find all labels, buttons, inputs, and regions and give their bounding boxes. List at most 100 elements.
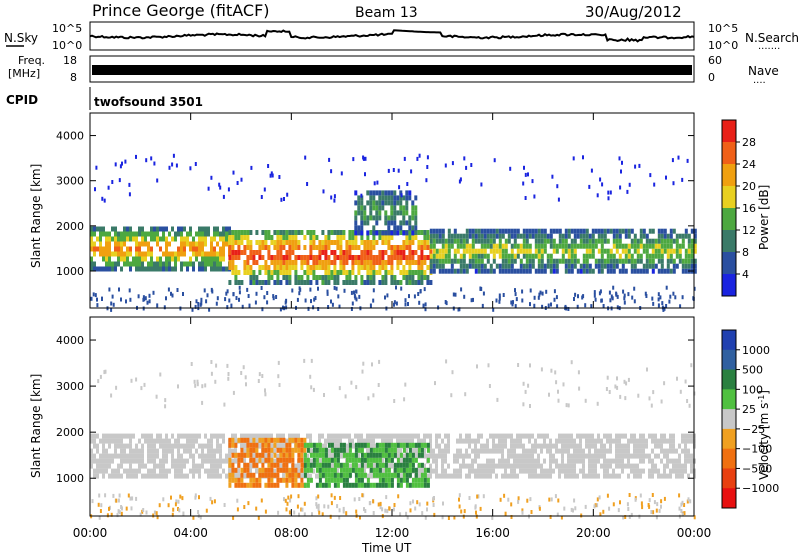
range-time-cell <box>395 285 397 290</box>
range-time-cell <box>408 220 412 226</box>
range-time-cell <box>408 442 412 448</box>
range-time-cell <box>390 482 394 488</box>
range-time-cell <box>273 260 277 265</box>
range-time-cell <box>138 266 141 272</box>
range-time-cell <box>405 230 409 236</box>
range-time-cell <box>686 499 689 504</box>
range-time-cell <box>585 453 588 459</box>
range-time-cell <box>228 260 232 265</box>
range-time-cell <box>684 458 687 464</box>
range-time-cell <box>450 233 454 239</box>
range-time-cell <box>288 275 292 280</box>
range-time-cell <box>255 447 259 453</box>
range-time-cell <box>669 473 672 479</box>
range-time-cell <box>474 458 477 464</box>
range-time-cell <box>378 457 382 463</box>
range-time-cell <box>174 261 177 267</box>
range-time-cell <box>525 238 529 244</box>
range-time-cell <box>507 453 510 459</box>
range-time-cell <box>676 376 678 381</box>
range-time-cell <box>103 198 106 203</box>
range-time-cell <box>483 238 487 244</box>
range-time-cell <box>306 442 310 448</box>
range-time-cell <box>633 433 636 439</box>
range-time-cell <box>555 438 558 444</box>
range-time-cell <box>333 452 337 458</box>
range-time-cell <box>618 228 622 234</box>
range-time-cell <box>679 389 682 394</box>
range-time-cell <box>339 245 343 250</box>
range-time-cell <box>522 263 526 269</box>
range-time-cell <box>177 468 180 474</box>
range-time-cell <box>240 457 244 463</box>
range-time-cell <box>573 228 577 234</box>
range-time-cell <box>315 447 319 453</box>
range-time-cell <box>369 433 372 439</box>
range-time-cell <box>252 482 256 488</box>
range-time-cell <box>357 472 361 478</box>
range-time-cell <box>357 438 360 444</box>
range-time-cell <box>582 463 585 469</box>
range-time-cell <box>309 270 313 275</box>
range-time-cell <box>210 473 213 479</box>
range-time-cell <box>144 463 147 469</box>
range-time-cell <box>462 233 466 239</box>
range-time-cell <box>596 193 599 198</box>
range-time-cell <box>165 458 168 464</box>
range-time-cell <box>474 453 477 459</box>
freq-label-line1: Freq. <box>18 54 45 67</box>
range-time-cell <box>273 482 277 488</box>
range-time-cell <box>279 240 283 245</box>
range-time-cell <box>174 251 177 257</box>
range-time-cell <box>372 275 376 280</box>
range-time-cell <box>651 248 655 254</box>
range-time-cell <box>360 260 364 265</box>
range-time-cell <box>351 235 355 240</box>
range-time-cell <box>684 258 688 264</box>
velocity-colorbar-swatch <box>722 369 736 390</box>
range-time-cell <box>252 255 256 260</box>
range-time-cell <box>669 433 672 439</box>
range-time-cell <box>243 505 246 509</box>
range-time-cell <box>582 258 586 264</box>
range-time-cell <box>678 243 682 249</box>
range-time-cell <box>303 457 307 463</box>
range-time-cell <box>111 433 114 439</box>
range-time-cell <box>429 463 432 469</box>
range-time-cell <box>596 401 599 406</box>
range-time-cell <box>384 472 388 478</box>
range-time-cell <box>114 246 117 252</box>
range-time-cell <box>381 507 384 512</box>
range-time-cell <box>555 448 558 454</box>
range-time-cell <box>523 165 525 170</box>
range-time-cell <box>213 453 216 459</box>
range-time-cell <box>298 291 301 296</box>
range-time-cell <box>378 442 382 448</box>
range-time-cell <box>145 158 148 163</box>
range-time-cell <box>147 443 150 449</box>
range-time-cell <box>216 458 219 464</box>
range-time-cell <box>186 448 189 454</box>
range-time-cell <box>528 433 531 439</box>
range-time-cell <box>372 215 376 221</box>
range-time-cell <box>93 231 96 237</box>
range-time-cell <box>228 437 232 443</box>
range-time-cell <box>426 501 429 506</box>
range-time-cell <box>168 241 171 247</box>
range-time-cell <box>108 231 111 237</box>
range-time-cell <box>123 433 126 439</box>
range-time-cell <box>249 472 253 478</box>
range-time-cell <box>567 253 571 259</box>
range-time-cell <box>331 302 334 307</box>
range-time-cell <box>609 458 612 464</box>
range-time-cell <box>597 258 601 264</box>
range-time-cell <box>339 496 342 500</box>
range-time-cell <box>482 494 485 499</box>
range-time-cell <box>480 228 484 234</box>
range-time-cell <box>453 458 456 464</box>
range-time-cell <box>180 241 183 247</box>
range-time-cell <box>363 265 367 270</box>
range-time-cell <box>408 280 412 285</box>
range-time-cell <box>418 300 421 305</box>
